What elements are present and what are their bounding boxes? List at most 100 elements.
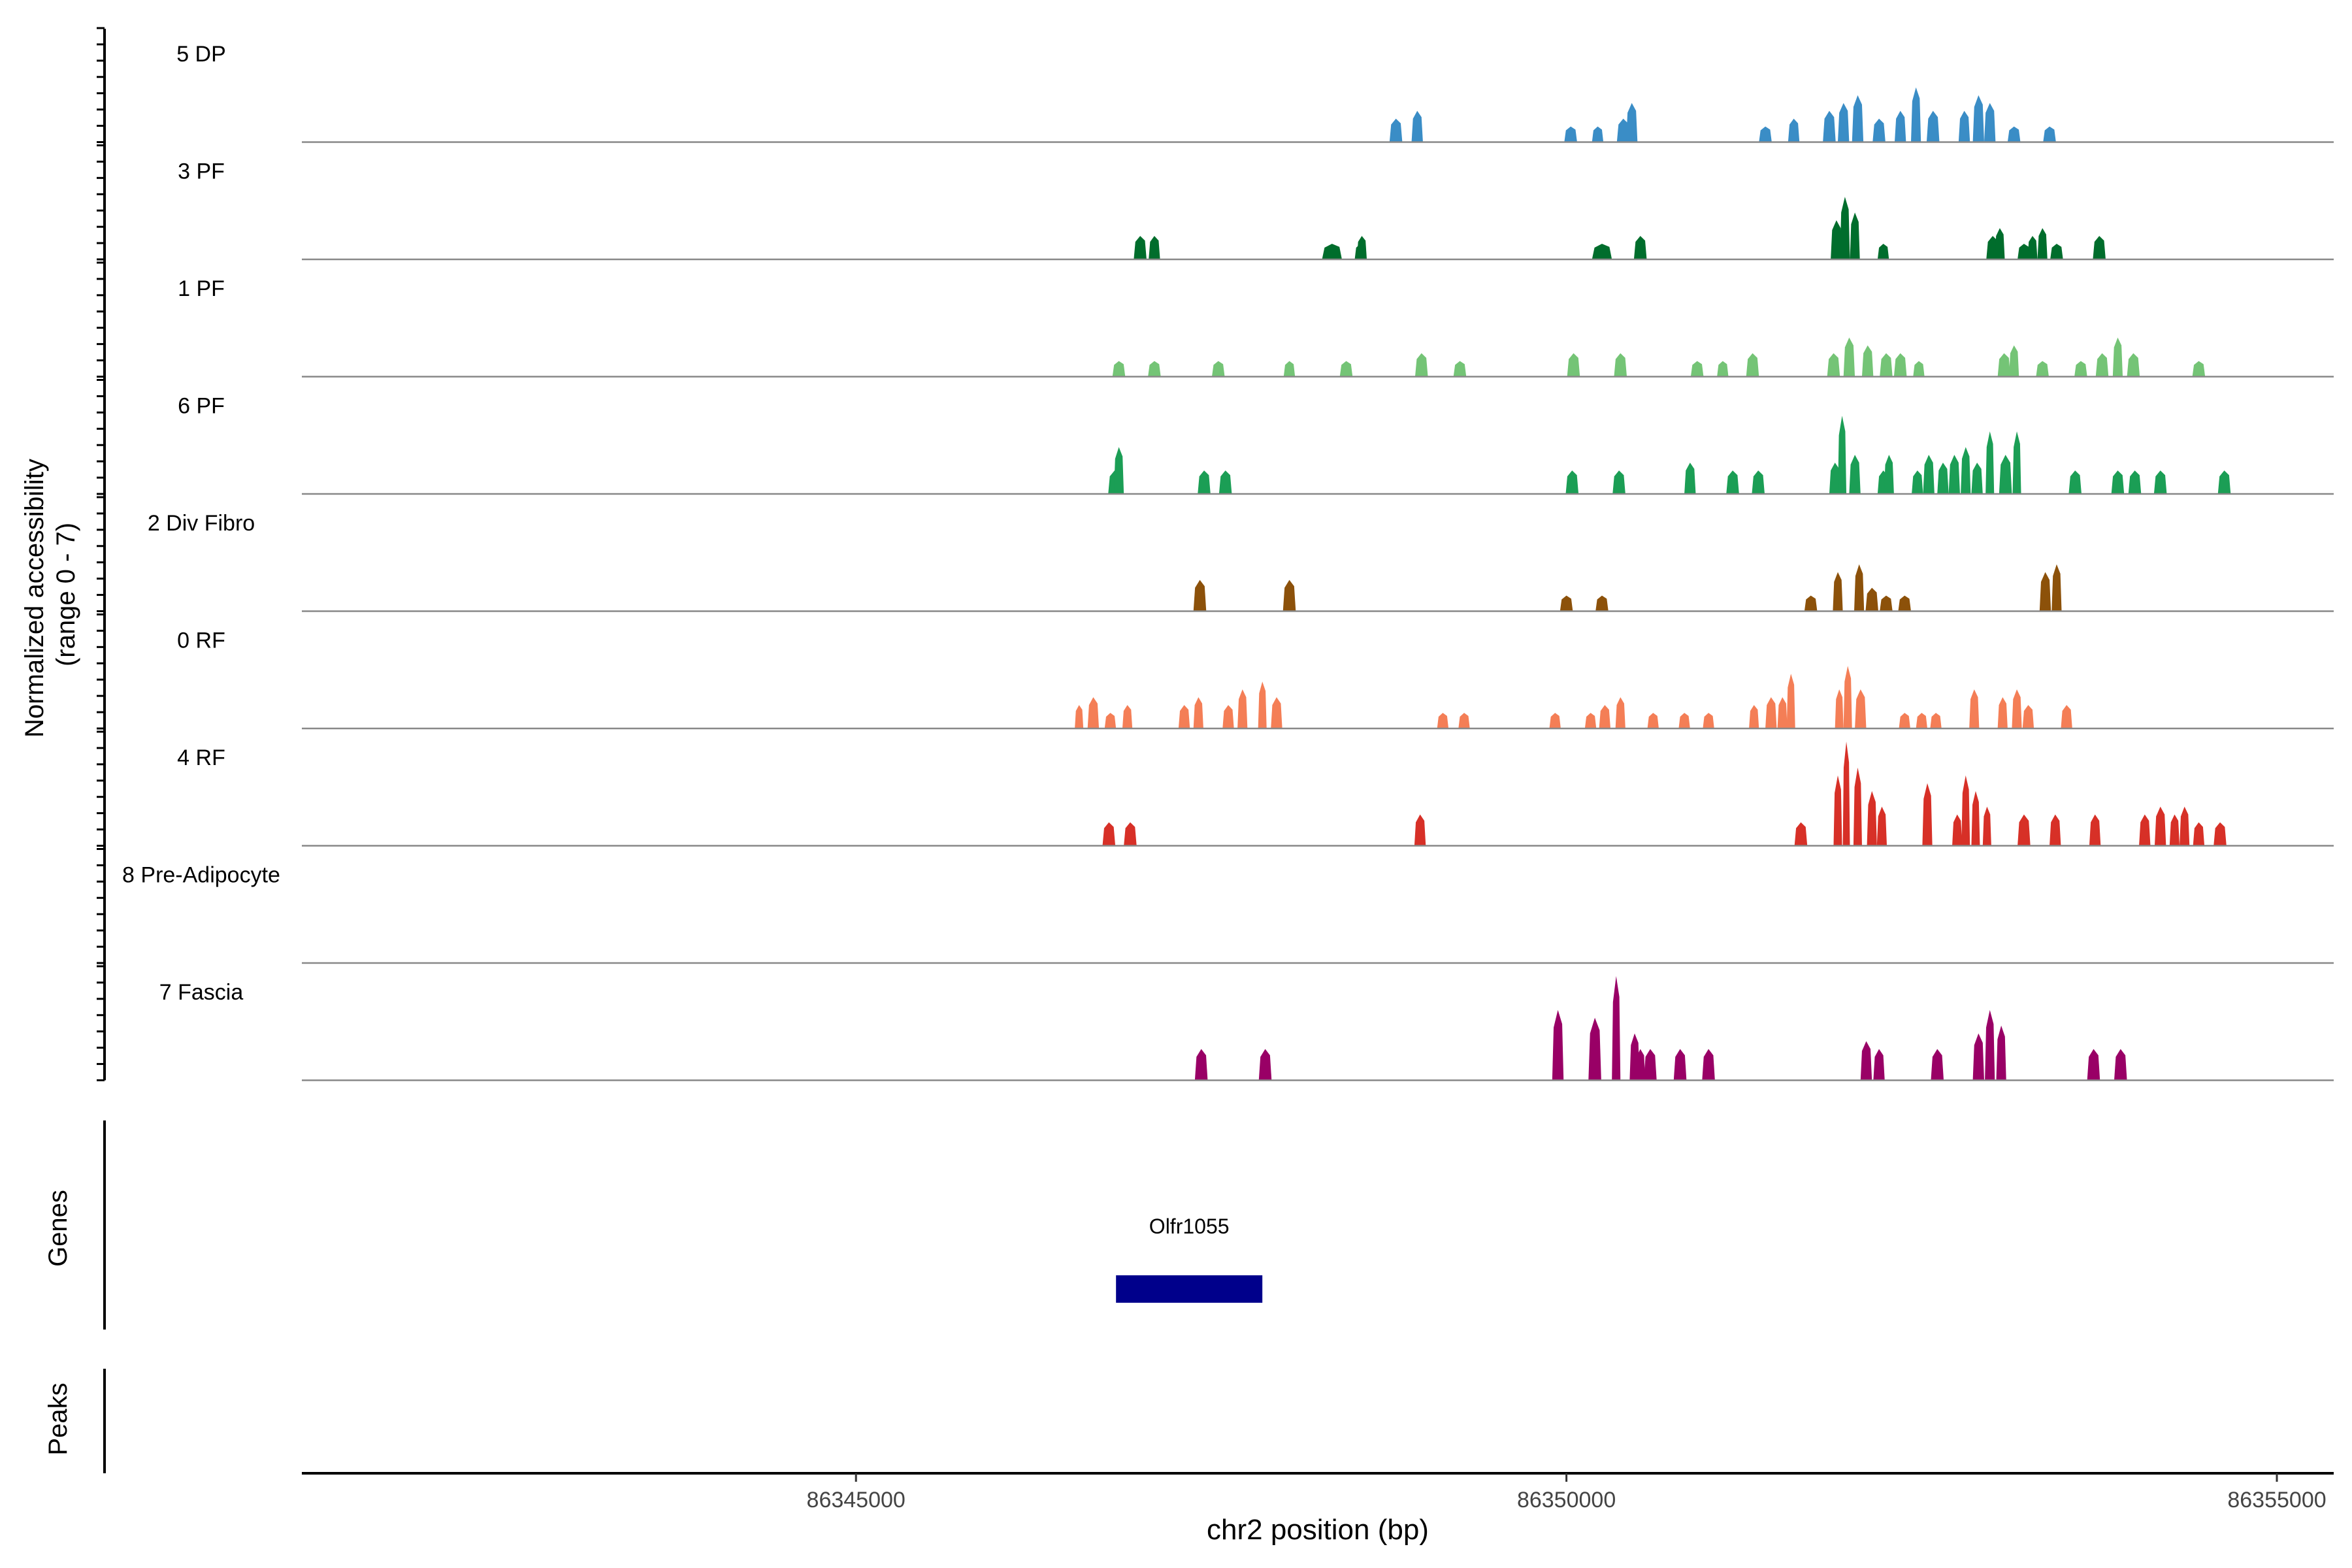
coverage-peak: [1765, 697, 1777, 728]
coverage-peak: [2154, 806, 2166, 846]
coverage-peak: [1124, 822, 1137, 846]
coverage-peak: [1726, 470, 1739, 494]
coverage-peak: [1211, 361, 1225, 377]
coverage-peak: [1283, 361, 1296, 377]
coverage-peak: [1222, 705, 1234, 728]
coverage-peak: [1087, 697, 1100, 728]
track-5-dp: 5 DP: [176, 42, 2334, 143]
coverage-peak: [1861, 345, 1874, 377]
coverage-peak: [1322, 244, 1342, 259]
coverage-peak: [1913, 361, 1925, 377]
coverage-peak: [1194, 1049, 1208, 1081]
coverage-peak: [1746, 353, 1759, 377]
coverage-peak: [2111, 470, 2125, 494]
coverage-peak: [1104, 713, 1117, 728]
coverage-peak: [1865, 587, 1878, 612]
coverage-peak: [1835, 689, 1844, 728]
coverage-peak: [2093, 236, 2106, 259]
coverage-peak: [1910, 87, 1921, 142]
gene-label: Olfr1055: [1149, 1215, 1230, 1238]
coverage-peak: [1884, 455, 1894, 494]
coverage-peak: [1102, 822, 1116, 846]
coverage-peak: [1969, 689, 1980, 728]
y-axis-label-line-1: Normalized accessibility: [20, 459, 49, 738]
coverage-peak: [1599, 705, 1611, 728]
coverage-peak: [1614, 353, 1627, 377]
coverage-peak: [1414, 353, 1428, 377]
coverage-peak: [1673, 1049, 1687, 1081]
coverage-peak: [1855, 689, 1867, 728]
coverage-peak: [1930, 713, 1942, 728]
coverage-peak: [1972, 1033, 1984, 1081]
track-3-pf: 3 PF: [178, 159, 2334, 261]
coverage-peak: [1961, 447, 1971, 494]
coverage-peak: [1113, 447, 1124, 494]
coverage-peak: [2039, 572, 2051, 612]
coverage-peak: [1389, 118, 1403, 142]
coverage-peak: [1971, 463, 1983, 494]
coverage-peak: [1552, 1009, 1564, 1081]
coverage-peak: [1833, 775, 1842, 846]
coverage-peak: [1414, 814, 1426, 846]
coverage-peak: [1567, 353, 1580, 377]
track-2-div-fibro: 2 Div Fibro: [148, 511, 2334, 612]
track-0-rf: 0 RF: [177, 629, 2334, 730]
coverage-peak: [1595, 595, 1609, 612]
coverage-peak: [1999, 455, 2012, 494]
coverage-peak: [1873, 1049, 1885, 1081]
coverage-peak: [1198, 470, 1211, 494]
coverage-peak: [1612, 470, 1625, 494]
coverage-peak: [1112, 361, 1126, 377]
coverage-peak: [2012, 431, 2021, 494]
coverage-peak: [2213, 822, 2227, 846]
coverage-peak: [1411, 110, 1423, 142]
coverage-peak: [1752, 470, 1765, 494]
coverage-peak: [1837, 416, 1847, 494]
coverage-peak: [2169, 814, 2180, 846]
coverage-peak: [1860, 1041, 1872, 1081]
coverage-peak: [1853, 767, 1862, 846]
x-tick-label: 86350000: [1517, 1488, 1616, 1512]
coverage-peak: [1148, 361, 1161, 377]
coverage-peak: [1786, 674, 1795, 728]
track-label: 4 RF: [177, 745, 225, 770]
coverage-peak: [1997, 353, 2011, 377]
coverage-peak: [1584, 713, 1597, 728]
track-8-pre-adipocyte: 8 Pre-Adipocyte: [122, 863, 2334, 964]
track-label: 8 Pre-Adipocyte: [122, 863, 280, 888]
coverage-peak: [2007, 126, 2021, 142]
coverage-peak: [1788, 118, 1800, 142]
coverage-peak: [1985, 1009, 1995, 1081]
coverage-peak: [1922, 783, 1933, 846]
coverage-peak: [1931, 1049, 1944, 1081]
coverage-peak: [1899, 713, 1910, 728]
coverage-peak: [1849, 455, 1861, 494]
track-label: 0 RF: [177, 629, 225, 653]
coverage-peak: [1339, 361, 1353, 377]
track-label: 2 Div Fibro: [148, 511, 255, 536]
coverage-peak: [1122, 705, 1133, 728]
coverage-peak: [1759, 126, 1772, 142]
coverage-peak: [1985, 431, 1995, 494]
coverage-peak: [1982, 806, 1991, 846]
track-label: 7 Fascia: [159, 980, 244, 1005]
coverage-peak: [1565, 470, 1579, 494]
coverage-peak: [1854, 564, 1865, 612]
track-label: 1 PF: [178, 276, 225, 301]
coverage-peak: [1356, 236, 1367, 259]
coverage-peak: [2193, 822, 2205, 846]
coverage-peak: [2127, 353, 2140, 377]
coverage-peak: [1894, 110, 1906, 142]
coverage-tracks: 5 DP 3 PF 1 PF 6 PF 2 Div Fibro 0 RF 4 RF 8 Pre…: [122, 42, 2334, 1081]
coverage-peak: [1997, 697, 2008, 728]
coverage-peak: [1703, 713, 1714, 728]
coverage-peak: [1916, 713, 1927, 728]
coverage-peak: [1840, 197, 1850, 259]
coverage-peak: [1829, 463, 1841, 494]
coverage-peak: [1804, 595, 1818, 612]
coverage-peak: [1218, 470, 1232, 494]
coverage-peak: [1644, 1049, 1657, 1081]
coverage-peak: [2009, 345, 2019, 377]
coverage-peak: [1958, 110, 1970, 142]
coverage-peak: [1684, 463, 1696, 494]
